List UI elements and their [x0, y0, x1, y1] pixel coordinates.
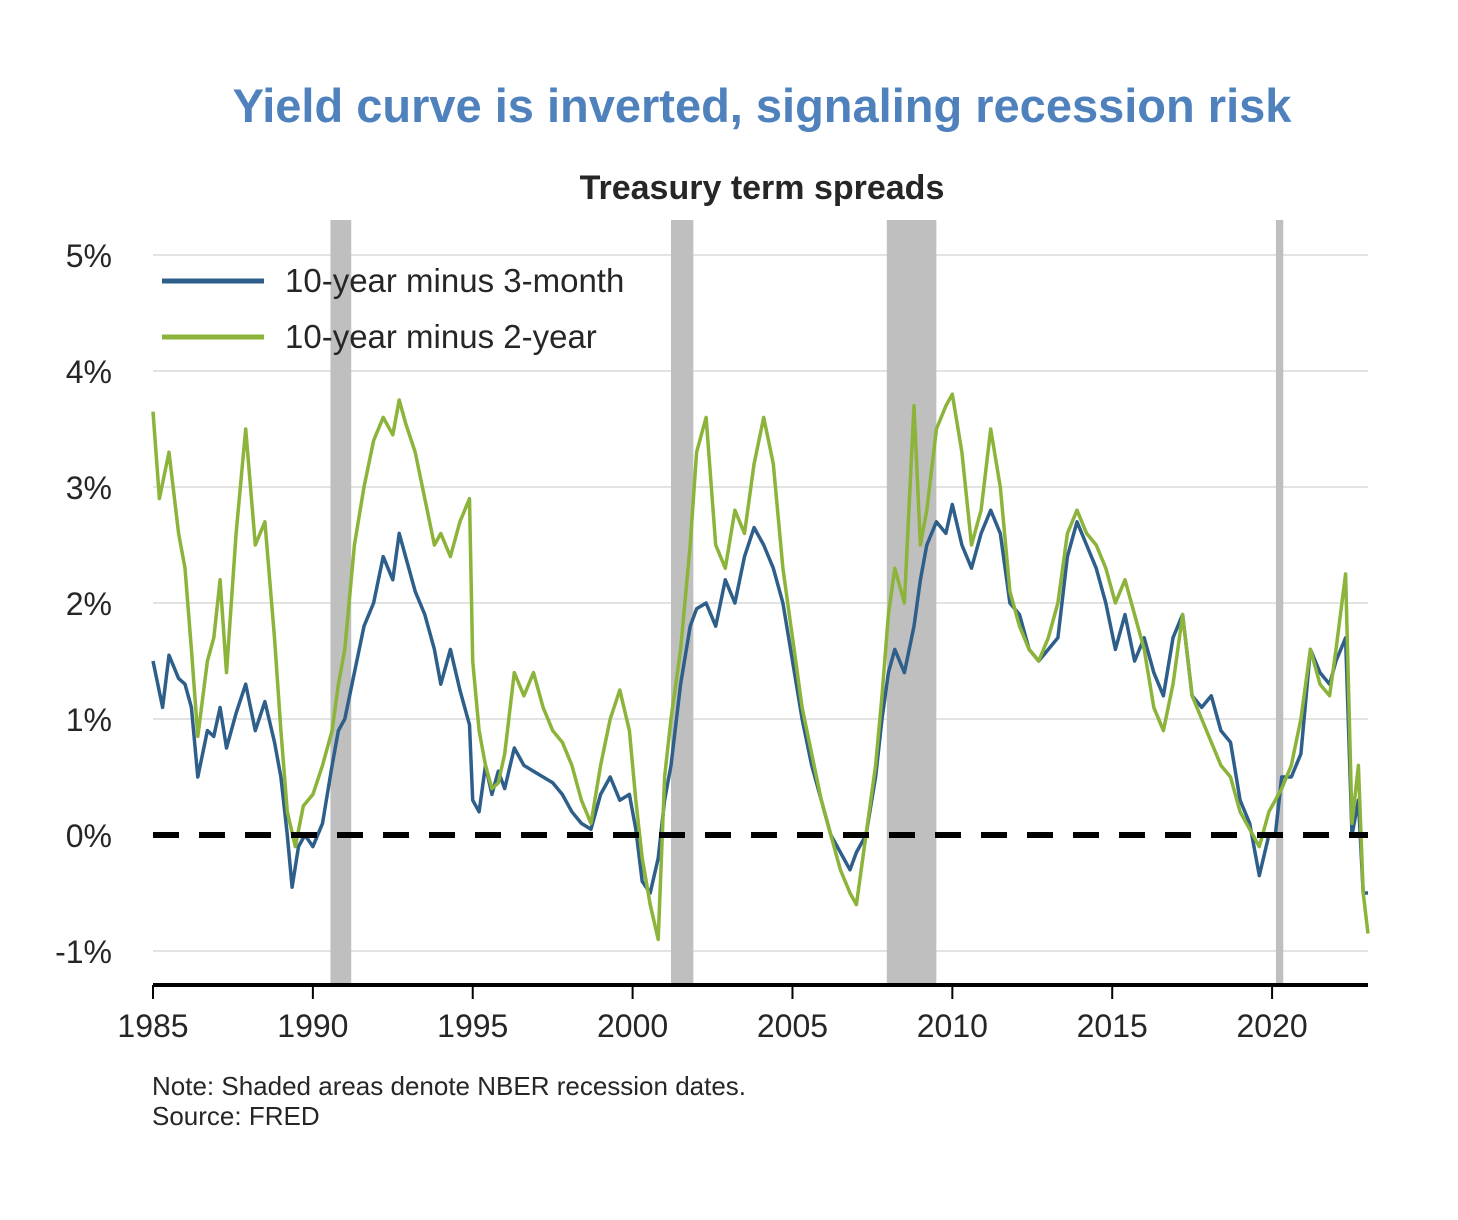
y-tick-label: 2% [66, 586, 112, 622]
x-tick-label: 1985 [117, 1008, 188, 1044]
x-tick-label: 1990 [277, 1008, 348, 1044]
legend-label: 10-year minus 3-month [285, 262, 624, 299]
x-tick-label: 2005 [757, 1008, 828, 1044]
x-tick-label: 1995 [437, 1008, 508, 1044]
x-tick-label: 2000 [597, 1008, 668, 1044]
x-tick-label: 2010 [917, 1008, 988, 1044]
x-tick-label: 2015 [1077, 1008, 1148, 1044]
series-line-1 [151, 502, 1368, 895]
legend-label: 10-year minus 2-year [285, 318, 597, 355]
legend: 10-year minus 3-month 10-year minus 2-yea… [162, 262, 624, 355]
plot-area: 5% 4% 3% 2% 1% 0% -1% 1985 1990 1995 2000 2005 2010 2… [55, 220, 1370, 1044]
y-tick-label: 0% [66, 818, 112, 854]
recession-band [886, 220, 937, 985]
series-line-2 [151, 392, 1370, 942]
y-tick-label: 1% [66, 702, 112, 738]
recession-band [670, 220, 694, 985]
y-tick-label: 4% [66, 354, 112, 390]
chart-title: Yield curve is inverted, signaling reces… [233, 79, 1293, 132]
chart-subtitle: Treasury term spreads [580, 169, 945, 207]
y-tick-label: -1% [55, 934, 112, 970]
x-tick-label: 2020 [1236, 1008, 1307, 1044]
chart-note: Note: Shaded areas denote NBER recession… [152, 1071, 746, 1101]
chart-source: Source: FRED [152, 1101, 320, 1131]
y-tick-label: 3% [66, 470, 112, 506]
y-tick-label: 5% [66, 238, 112, 274]
recession-band [1275, 220, 1284, 985]
recession-band [330, 220, 352, 985]
